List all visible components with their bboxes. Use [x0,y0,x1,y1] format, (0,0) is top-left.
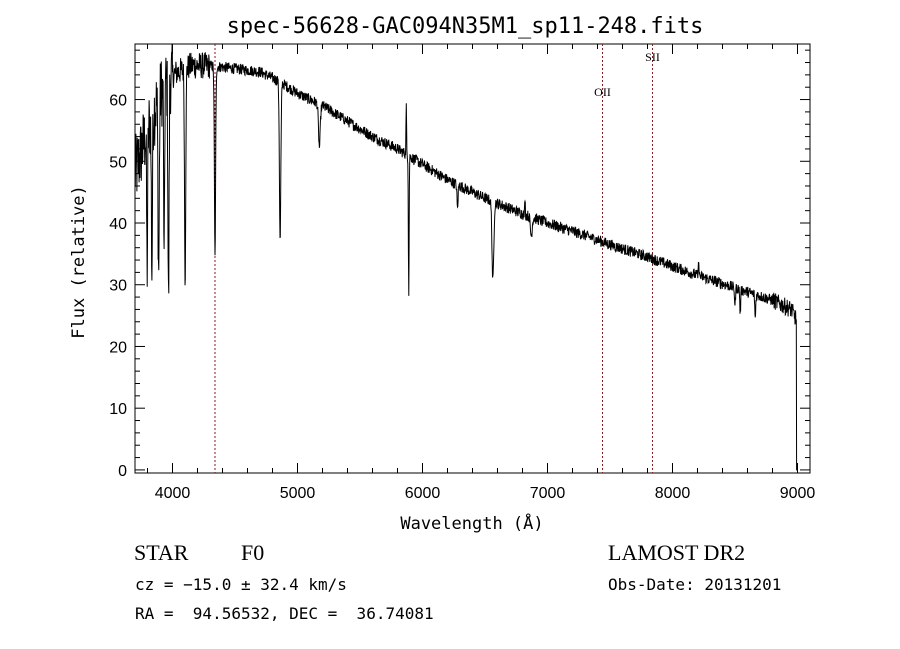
object-subclass: F0 [241,540,265,565]
coordinates: RA = 94.56532, DEC = 36.74081 [135,604,434,623]
y-axis-ticks: 0 10 20 30 40 50 60 [109,49,810,480]
plot-frame [134,43,811,474]
x-tick-label: 4000 [155,485,191,502]
y-tick-label: 30 [109,278,127,295]
line-marker-label: OII [594,85,611,99]
y-tick-label: 10 [109,401,127,418]
redshift-text: cz = −15.0 ± 32.4 km/s [135,575,347,594]
y-tick-label: 20 [109,339,127,356]
y-tick-label: 50 [109,154,127,171]
survey-name: LAMOST DR2 [608,540,746,565]
y-axis-label: Flux (relative) [69,185,89,339]
chart-title: spec-56628-GAC094N35M1_sp11-248.fits [227,14,704,39]
x-axis-ticks: 4000 5000 6000 7000 8000 9000 [147,44,816,502]
line-marker-label: SII [645,50,660,64]
spectrum-line [135,44,798,471]
x-tick-label: 5000 [280,485,316,502]
line-markers: OII SII [214,44,660,473]
y-tick-label: 60 [109,93,127,110]
x-axis-label: Wavelength (Å) [400,512,543,534]
x-tick-label: 8000 [655,485,691,502]
x-tick-label: 9000 [780,485,816,502]
x-tick-label: 6000 [405,485,441,502]
object-class: STAR [134,540,189,565]
y-tick-label: 0 [118,463,127,480]
obs-date: Obs-Date: 20131201 [608,575,782,594]
x-tick-label: 7000 [530,485,566,502]
y-tick-label: 40 [109,216,127,233]
